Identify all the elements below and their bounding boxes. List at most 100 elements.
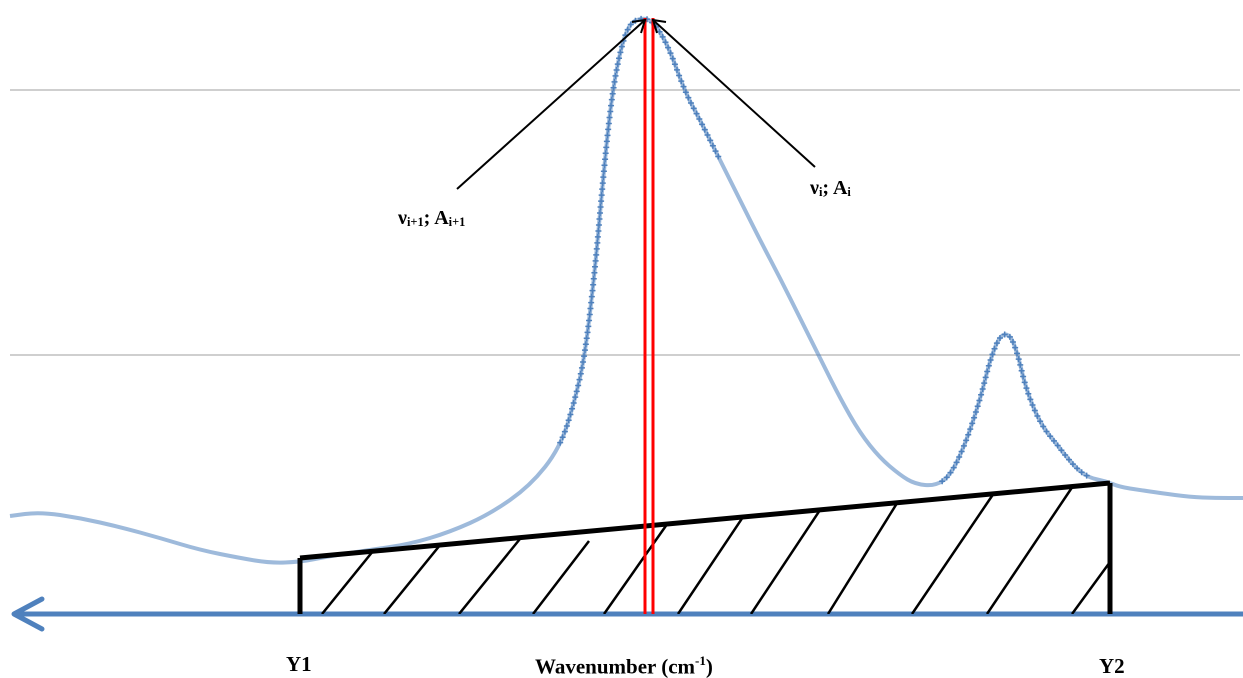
spectrum-marker <box>1065 456 1072 463</box>
spectrum-marker <box>978 391 985 398</box>
spectrum-marker <box>593 245 600 252</box>
spectrum-marker <box>993 340 1000 347</box>
spectrum-marker <box>943 474 950 481</box>
spectrum-marker <box>1017 361 1024 368</box>
spectrum-marker <box>602 156 609 163</box>
spectrum-marker <box>1029 401 1036 408</box>
spectrum-marker <box>603 144 610 151</box>
spectrum-marker <box>965 431 972 438</box>
spectrum-marker <box>969 420 976 427</box>
spectrum-marker <box>580 359 587 366</box>
spectrum-marker <box>581 353 588 360</box>
spectrum-marker <box>609 90 616 97</box>
spectrum-marker <box>592 263 599 270</box>
label-peak-left-sep: ; A <box>423 207 449 229</box>
spectrum-marker <box>592 257 599 264</box>
spectrum-marker <box>704 132 711 139</box>
spectrum-marker <box>618 43 625 50</box>
spectrum-marker <box>680 83 687 90</box>
spectrum-marker <box>1054 442 1061 449</box>
spectrum-marker <box>976 397 983 404</box>
spectrum-marker <box>605 126 612 133</box>
spectrum-marker <box>595 221 602 228</box>
label-peak-right: νi; Ai <box>810 178 851 198</box>
left-arrowhead-icon <box>11 596 45 632</box>
spectrum-marker <box>583 335 590 342</box>
spectrum-marker <box>617 49 624 56</box>
spectrum-marker <box>685 94 692 101</box>
spectrum-marker <box>602 150 609 157</box>
spectrum-marker <box>573 388 580 395</box>
spectrum-marker <box>709 142 716 149</box>
spectrum-marker <box>667 50 674 57</box>
spectrum-marker <box>662 39 669 46</box>
spectrum-marker <box>585 323 592 330</box>
spectrum-marker <box>1078 469 1085 476</box>
spectrum-marker <box>561 428 568 435</box>
spectrum-marker <box>584 329 591 336</box>
arrowhead-right-icon <box>651 18 667 34</box>
spectrum-marker <box>956 453 963 460</box>
spectrum-marker <box>607 108 614 115</box>
spectrum-marker <box>557 439 564 446</box>
spectrum-marker <box>565 417 572 424</box>
spectrum-marker <box>690 105 697 112</box>
axis-title-text: Wavenumber (cm <box>535 654 696 678</box>
label-peak-left-var: ν <box>398 207 407 229</box>
spectrum-marker <box>682 89 689 96</box>
spectrum-marker <box>967 426 974 433</box>
spectrum-marker <box>979 385 986 392</box>
spectrum-marker <box>1025 390 1032 397</box>
spectrum-marker <box>599 186 606 193</box>
spectrum-marker <box>563 422 570 429</box>
spectrum-marker <box>947 469 954 476</box>
spectrum-marker <box>659 33 666 40</box>
spectrum-marker <box>1047 433 1054 440</box>
label-peak-left: νi+1; Ai+1 <box>398 208 465 228</box>
spectrum-marker <box>590 275 597 282</box>
spectrum-marker <box>599 180 606 187</box>
baseline-line <box>299 480 1111 561</box>
spectrum-marker <box>984 368 991 375</box>
spectrum-marker <box>707 137 714 144</box>
spectrum-marker <box>985 362 992 369</box>
spectrum-marker <box>595 227 602 234</box>
spectrum-marker <box>1069 461 1076 468</box>
spectrum-marker <box>991 345 998 352</box>
spectrum-marker <box>1083 472 1090 479</box>
spectrum-marker <box>606 114 613 121</box>
spectrum-marker <box>939 478 946 485</box>
spectrum-marker <box>669 55 676 62</box>
baseline-area-hatching <box>321 485 1110 614</box>
spectrum-marker <box>963 437 970 444</box>
spectrum-marker <box>575 382 582 389</box>
spectrum-marker <box>611 78 618 85</box>
spectrum-marker <box>1074 465 1081 472</box>
spectrum-marker <box>587 305 594 312</box>
label-y1: Y1 <box>286 652 312 676</box>
spectrum-curve <box>9 16 1243 565</box>
spectrum-marker <box>578 364 585 371</box>
spectrum-marker <box>610 84 617 91</box>
spectrum-marker <box>696 115 703 122</box>
spectrum-marker <box>981 380 988 387</box>
spectrum-marker <box>624 26 631 33</box>
spectrum-marker <box>665 44 672 51</box>
spectrum-marker <box>715 153 722 160</box>
spectrum-marker <box>569 405 576 412</box>
spectrum-marker <box>674 66 681 73</box>
spectrum-marker <box>614 61 621 68</box>
spectrum-marker <box>597 210 604 217</box>
spectrum-marker <box>594 239 601 246</box>
spectrum-marker <box>678 78 685 85</box>
spectrum-marker <box>1020 373 1027 380</box>
spectrum-marker <box>589 287 596 294</box>
spectrum-marker <box>1014 350 1021 357</box>
spectrum-marker <box>996 335 1003 342</box>
spectrum-marker <box>588 299 595 306</box>
spectrum-marker <box>1037 418 1044 425</box>
spectrum-marker <box>597 204 604 211</box>
spectrum-marker <box>600 174 607 181</box>
spectrum-marker <box>950 464 957 471</box>
